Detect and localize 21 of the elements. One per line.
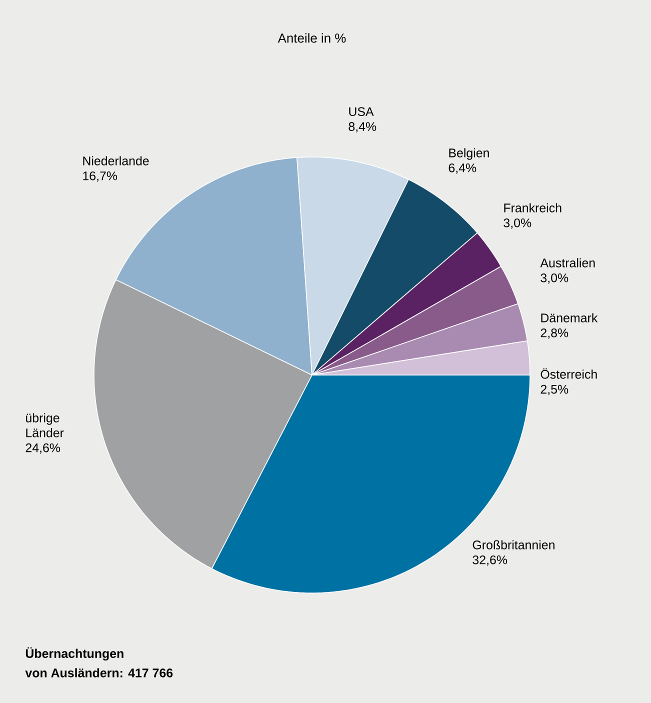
text: Übernachtungen — [26, 647, 124, 660]
chart-title: Anteile in % — [278, 33, 346, 43]
data-label: 16,7% — [83, 171, 118, 182]
slice-label: Dänemark — [541, 313, 598, 322]
slice-label: Australien — [540, 258, 595, 268]
slice-label: Frankreich — [504, 203, 562, 212]
slice-label: Belgien — [449, 148, 489, 160]
data-label: 2,8% — [540, 328, 568, 339]
slice-label: Niederlande — [83, 156, 149, 166]
data-label: 2,5% — [540, 384, 568, 396]
slice-label: Österreich — [540, 368, 597, 379]
slice-label: übrige Länder — [26, 413, 64, 438]
data-label: 6,4% — [448, 163, 476, 174]
slice-label: Großbritannien — [472, 540, 554, 550]
data-label: 3,0% — [504, 218, 532, 229]
slice-label: USA — [349, 107, 374, 116]
data-label: 3,0% — [540, 273, 568, 284]
data-label: 24,6% — [26, 443, 60, 454]
text: von Ausländern: 417 766 — [25, 668, 173, 678]
data-label: 8,4% — [348, 122, 376, 132]
data-label: 32,6% — [472, 555, 508, 566]
